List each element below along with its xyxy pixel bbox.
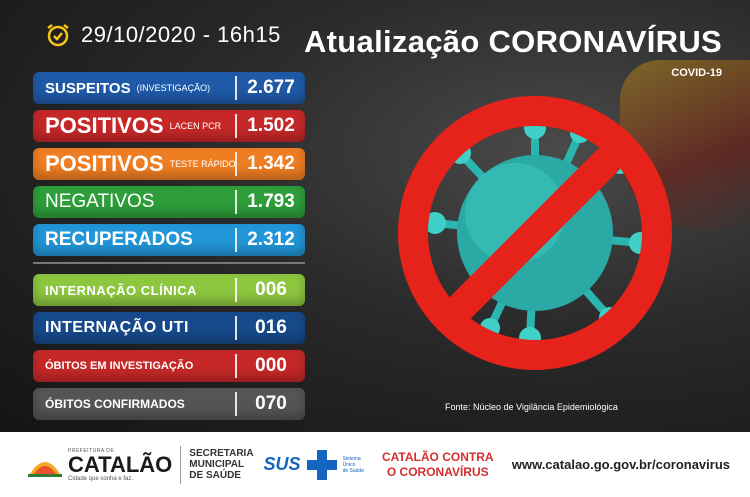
stat-note: TESTE RÁPIDO xyxy=(169,158,236,169)
divider xyxy=(235,190,237,214)
stat-positivos-teste: POSITIVOS TESTE RÁPIDO 1.342 xyxy=(33,148,305,180)
secretaria-label: SECRETARIA MUNICIPAL DE SAÚDE xyxy=(189,448,254,481)
stat-internacao-uti: INTERNAÇÃO UTI 016 xyxy=(33,312,305,344)
divider xyxy=(235,228,237,252)
divider xyxy=(235,316,237,340)
stat-label: POSITIVOS xyxy=(45,151,164,176)
sunset-logo-icon xyxy=(28,461,62,477)
footer: PREFEITURA DE CATALÃO Cidade que sonha e… xyxy=(0,432,750,497)
sus-text: SUS xyxy=(263,454,301,474)
date-time: 29/10/2020 - 16h15 xyxy=(81,22,281,47)
divider xyxy=(180,445,182,484)
stat-negativos: NEGATIVOS 1.793 xyxy=(33,186,305,218)
stat-label: INTERNAÇÃO UTI xyxy=(45,319,189,336)
source-note: Fonte: Núcleo de Vigilância Epidemiológi… xyxy=(445,402,618,412)
stat-value: 016 xyxy=(255,317,287,338)
divider xyxy=(235,152,237,176)
stat-recuperados: RECUPERADOS 2.312 xyxy=(33,224,305,256)
stat-suspeitos: SUSPEITOS (INVESTIGAÇÃO) 2.677 xyxy=(33,72,305,104)
prohibition-ring xyxy=(398,96,672,370)
stat-internacao-clinica: INTERNAÇÃO CLÍNICA 006 xyxy=(33,274,305,306)
stat-label: SUSPEITOS xyxy=(45,79,131,97)
stat-obitos-confirmados: ÓBITOS CONFIRMADOS 070 xyxy=(33,388,305,420)
stat-value: 1.342 xyxy=(247,153,295,174)
prohibition-slash xyxy=(438,136,632,330)
divider xyxy=(235,114,237,138)
stat-value: 1.793 xyxy=(247,191,295,212)
stat-value: 1.502 xyxy=(247,115,295,136)
sus-logo: SUS Sistema Único de Saúde xyxy=(264,448,364,482)
stat-label: ÓBITOS EM INVESTIGAÇÃO xyxy=(45,360,194,372)
city-tagline: Cidade que sonha e faz. xyxy=(68,475,134,482)
stat-label: ÓBITOS CONFIRMADOS xyxy=(45,397,185,411)
page-title: Atualização CORONAVÍRUS xyxy=(304,24,722,59)
stat-positivos-pcr: POSITIVOS LACEN PCR 1.502 xyxy=(33,110,305,142)
stat-value: 000 xyxy=(255,355,287,376)
stat-value: 070 xyxy=(255,393,287,414)
website-link[interactable]: www.catalao.go.gov.br/coronavirus xyxy=(511,457,730,472)
divider xyxy=(235,354,237,378)
catalao-logo: PREFEITURA DE CATALÃO Cidade que sonha e… xyxy=(28,448,172,482)
virus-prohibited-icon xyxy=(398,96,672,370)
divider xyxy=(235,392,237,416)
city-name: CATALÃO xyxy=(68,451,173,477)
stat-label: NEGATIVOS xyxy=(45,191,155,212)
stat-value: 2.312 xyxy=(247,229,295,250)
stat-label: INTERNAÇÃO CLÍNICA xyxy=(45,282,197,298)
divider xyxy=(235,76,237,100)
stat-value: 2.677 xyxy=(247,77,295,98)
sus-subtitle: Sistema Único de Saúde xyxy=(342,455,364,474)
prefeitura-label: PREFEITURA DE xyxy=(68,447,115,454)
stat-obitos-investigacao: ÓBITOS EM INVESTIGAÇÃO 000 xyxy=(33,350,305,382)
date-row: 29/10/2020 - 16h15 xyxy=(45,22,281,48)
stats-panel: SUSPEITOS (INVESTIGAÇÃO) 2.677 POSITIVOS L… xyxy=(33,72,305,426)
alarm-clock-icon xyxy=(47,24,69,47)
section-separator xyxy=(33,262,305,264)
divider xyxy=(235,278,237,302)
campaign-text: CATALÃO CONTRA O CORONAVÍRUS xyxy=(381,449,494,479)
stat-note: (INVESTIGAÇÃO) xyxy=(136,83,211,93)
sus-cross-icon xyxy=(306,449,337,480)
stat-note: LACEN PCR xyxy=(169,120,222,131)
stat-label: POSITIVOS xyxy=(45,113,164,138)
stat-label: RECUPERADOS xyxy=(45,229,193,250)
stat-value: 006 xyxy=(255,279,287,300)
page-subtitle: COVID-19 xyxy=(671,67,722,79)
